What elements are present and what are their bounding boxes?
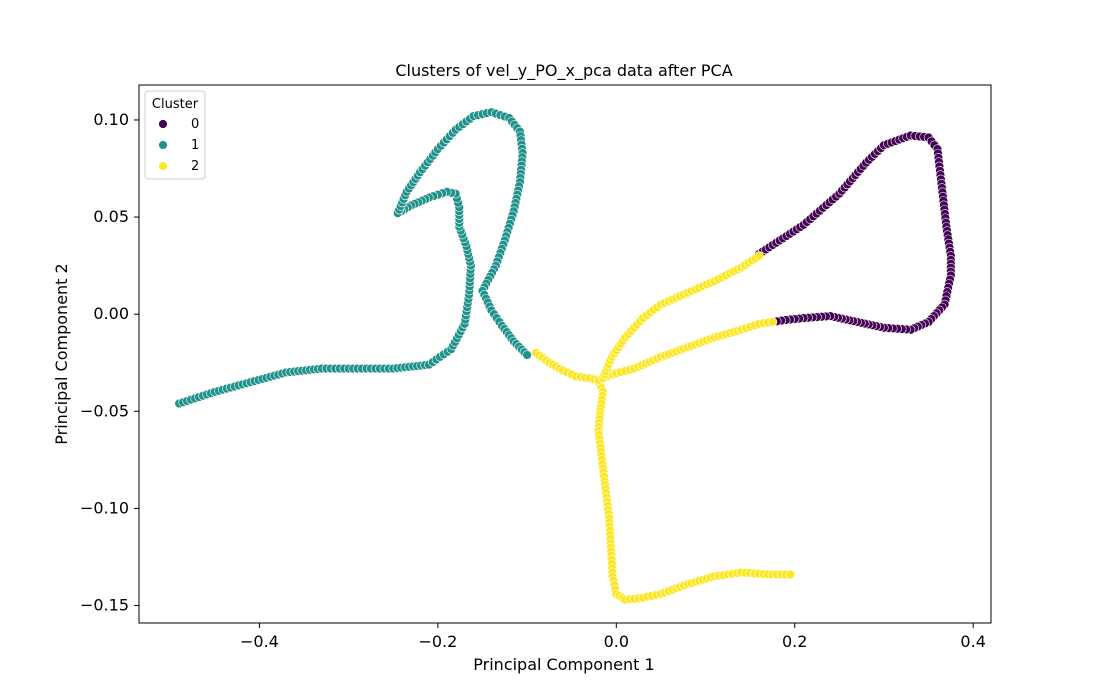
y-axis-label: Principal Component 2	[52, 263, 71, 444]
x-tick-label: −0.4	[240, 632, 279, 651]
x-tick-label: 0.0	[604, 632, 629, 651]
x-tick-label: 0.2	[782, 632, 807, 651]
legend-label-2: 2	[191, 159, 199, 174]
legend-label-0: 0	[191, 117, 199, 132]
point-cluster-2-110	[785, 569, 795, 580]
point-cluster-2-154	[767, 317, 778, 327]
legend: Cluster 0 1 2	[144, 90, 206, 180]
legend-title: Cluster	[152, 97, 199, 112]
y-tick-label: −0.10	[80, 498, 129, 517]
y-tick-label: 0.10	[93, 110, 129, 129]
y-tick-label: −0.05	[80, 401, 129, 420]
chart-title: Clusters of vel_y_PO_x_pca data after PC…	[395, 61, 732, 81]
x-axis-ticks: −0.4 −0.2 0.0 0.2 0.4	[240, 623, 986, 651]
legend-label-1: 1	[191, 138, 199, 153]
x-axis-label: Principal Component 1	[473, 655, 654, 674]
x-tick-label: 0.4	[960, 632, 985, 651]
x-tick-label: −0.2	[418, 632, 457, 651]
legend-marker-1	[158, 140, 168, 150]
point-cluster-1-221	[522, 350, 532, 360]
y-axis-ticks: −0.15 −0.10 −0.05 0.00 0.05 0.10	[80, 110, 139, 615]
y-tick-label: −0.15	[80, 596, 129, 615]
point-cluster-2-204	[754, 251, 764, 261]
legend-marker-0	[158, 119, 168, 129]
plot-area	[139, 85, 991, 623]
legend-marker-2	[158, 161, 168, 171]
y-tick-label: 0.05	[93, 207, 129, 226]
y-tick-label: 0.00	[93, 304, 129, 323]
points-layer	[174, 107, 956, 605]
plot-frame	[138, 84, 992, 624]
legend-box	[144, 90, 206, 180]
